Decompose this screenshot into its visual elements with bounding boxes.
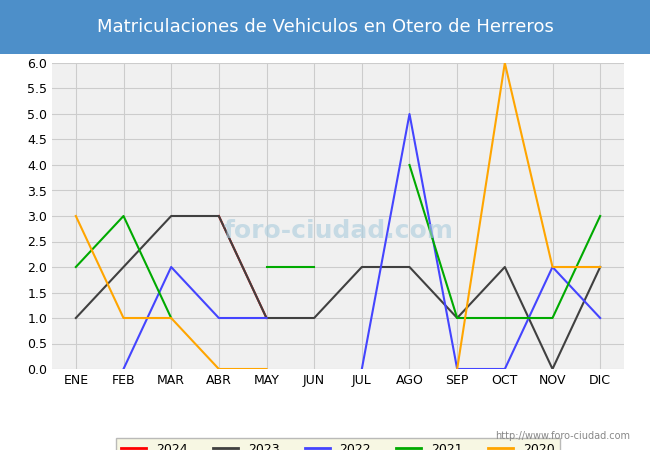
Text: http://www.foro-ciudad.com: http://www.foro-ciudad.com	[495, 431, 630, 441]
Text: foro-ciudad.com: foro-ciudad.com	[223, 219, 453, 243]
Legend: 2024, 2023, 2022, 2021, 2020: 2024, 2023, 2022, 2021, 2020	[116, 438, 560, 450]
Text: Matriculaciones de Vehiculos en Otero de Herreros: Matriculaciones de Vehiculos en Otero de…	[97, 18, 553, 36]
